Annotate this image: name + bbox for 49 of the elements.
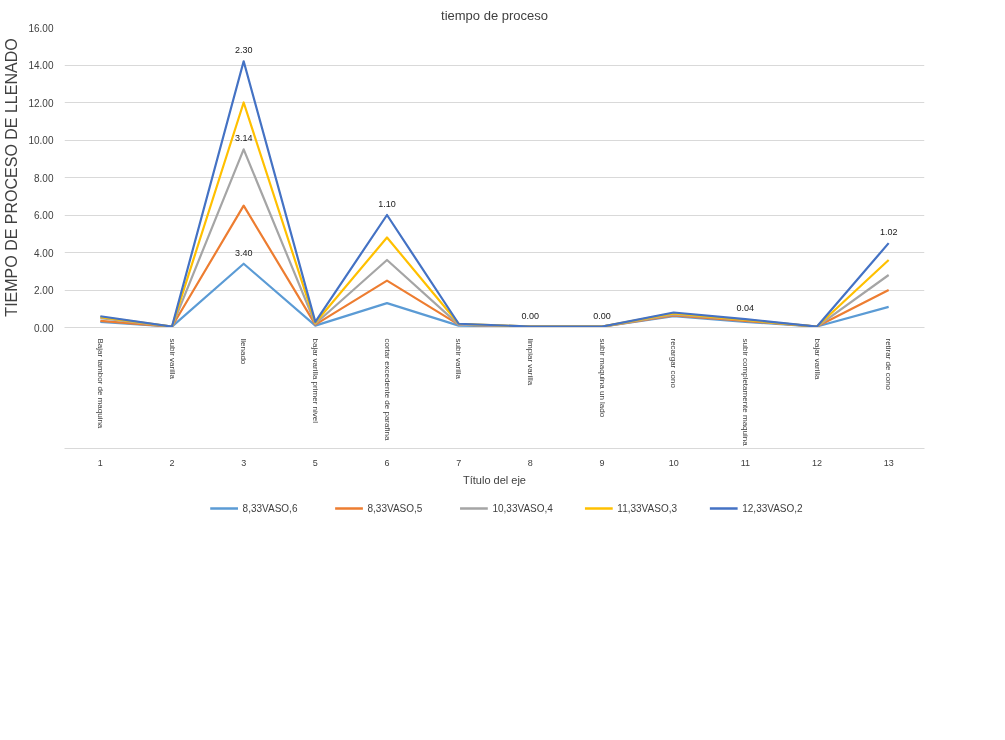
y-tick-label: 8.00 — [34, 172, 54, 184]
y-axis-title: TIEMPO DE PROCESO DE LLENADO — [3, 38, 21, 317]
y-tick-label: 6.00 — [34, 210, 54, 221]
legend-label: 12,33VASO,2 — [742, 503, 804, 514]
x-tick-label: cortar excedente de parafina — [382, 338, 392, 441]
text: 3 — [241, 457, 247, 468]
x-tick-label: retirar de cono — [884, 338, 894, 391]
y-tick-label: 10.00 — [28, 135, 54, 146]
text: 5 — [312, 457, 318, 468]
text: 13 — [883, 457, 894, 468]
annotation: 2.30 — [234, 45, 253, 56]
y-tick-label: 2.00 — [34, 285, 54, 296]
y-tick-label: 16.00 — [28, 22, 54, 34]
legend-label: 8,33VASO,6 — [242, 503, 298, 514]
x-tick-label: bajar varilla — [812, 338, 822, 380]
y-tick-label: 12.00 — [28, 97, 54, 109]
annotation: 0.00 — [521, 310, 540, 321]
y-tick-label: 14.00 — [28, 60, 54, 71]
x-tick-label: limpiar varilla — [525, 338, 535, 386]
annotation: 3.14 — [234, 133, 253, 144]
legend-label: 11,33VASO,3 — [617, 503, 678, 514]
y-tick-label: 0.00 — [34, 322, 54, 334]
annotation: 0.04 — [736, 303, 755, 314]
y-tick-label: 4.00 — [34, 247, 54, 259]
text: 10 — [668, 457, 679, 468]
legend-label: 10,33VASO,4 — [492, 503, 554, 514]
text: 9 — [599, 457, 605, 468]
x-tick-label: llenado — [239, 338, 249, 365]
legend-label: 8,33VASO,5 — [367, 503, 423, 514]
x-tick-label: subir varilla — [167, 338, 177, 380]
text: 6 — [384, 457, 390, 468]
text: 1 — [97, 457, 103, 468]
x-tick-label: recargar cono — [669, 338, 679, 389]
annotation: 3.40 — [234, 247, 253, 258]
x-tick-label: subir completamente maquina — [740, 338, 750, 447]
x-axis-title: Título del eje — [463, 473, 526, 486]
chart-title: tiempo de proceso — [441, 7, 548, 23]
text: 11 — [740, 457, 751, 468]
annotation: 1.10 — [378, 199, 396, 209]
text: 7 — [456, 457, 462, 468]
text: 12 — [811, 457, 823, 468]
x-tick-label: bajar varilla primer nivel — [310, 338, 320, 424]
text: 8 — [527, 457, 533, 468]
x-tick-label: subir varilla — [454, 338, 464, 380]
text: 2 — [169, 457, 175, 468]
annotation: 0.00 — [593, 310, 611, 321]
x-tick-label: Bajar tambor de maquina — [95, 338, 105, 429]
annotation: 1.02 — [879, 227, 898, 238]
x-tick-label: subir maquina un lado — [597, 338, 607, 418]
